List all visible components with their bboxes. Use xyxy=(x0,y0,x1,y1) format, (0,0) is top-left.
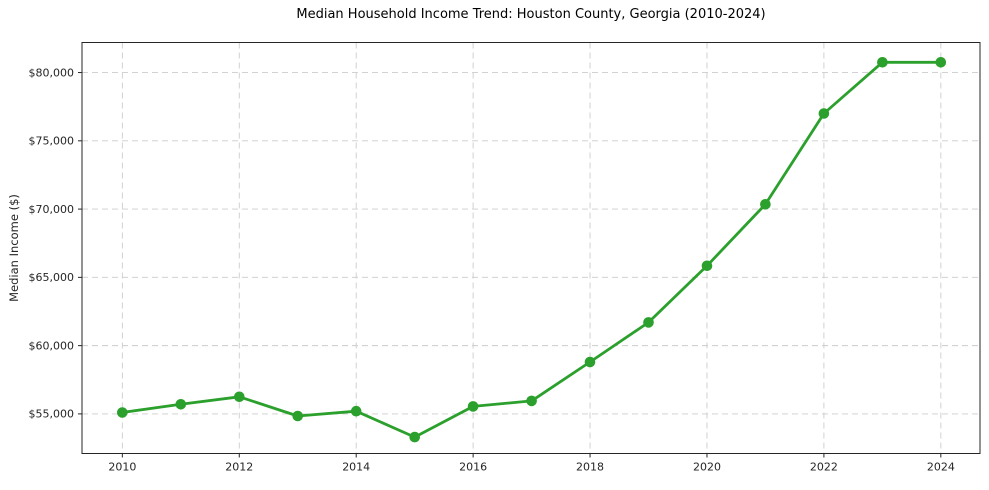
data-point-2016 xyxy=(467,401,479,412)
data-point-2021 xyxy=(760,199,771,210)
plot-area xyxy=(82,42,980,454)
x-tick-label: 2022 xyxy=(810,461,838,474)
y-tick-label: $60,000 xyxy=(29,339,75,352)
data-point-2011 xyxy=(175,399,187,410)
data-point-2018 xyxy=(584,356,596,368)
x-tick-label: 2010 xyxy=(108,461,136,474)
data-point-2014 xyxy=(350,405,362,417)
data-point-2017 xyxy=(526,395,537,407)
data-point-2024 xyxy=(935,57,947,68)
data-point-2023 xyxy=(877,57,888,68)
x-tick-label: 2018 xyxy=(576,461,604,474)
data-point-2012 xyxy=(234,391,245,403)
x-tick-label: 2012 xyxy=(225,461,253,474)
x-tick-label: 2016 xyxy=(459,461,487,474)
data-point-2019 xyxy=(643,317,654,328)
x-tick-label: 2014 xyxy=(342,461,370,474)
y-tick-label: $65,000 xyxy=(29,271,75,284)
y-tick-label: $80,000 xyxy=(29,66,75,79)
data-point-2010 xyxy=(117,407,128,418)
y-tick-label: $70,000 xyxy=(29,203,75,216)
y-tick-label: $75,000 xyxy=(29,135,75,148)
data-point-2020 xyxy=(701,260,713,272)
data-point-2015 xyxy=(409,431,421,443)
chart-title: Median Household Income Trend: Houston C… xyxy=(296,7,766,22)
data-point-2022 xyxy=(818,108,830,119)
y-tick-label: $55,000 xyxy=(29,408,75,421)
data-point-2013 xyxy=(292,410,304,422)
plot-border xyxy=(81,42,981,454)
x-tick-label: 2024 xyxy=(927,461,955,474)
x-tick-label: 2020 xyxy=(693,461,721,474)
